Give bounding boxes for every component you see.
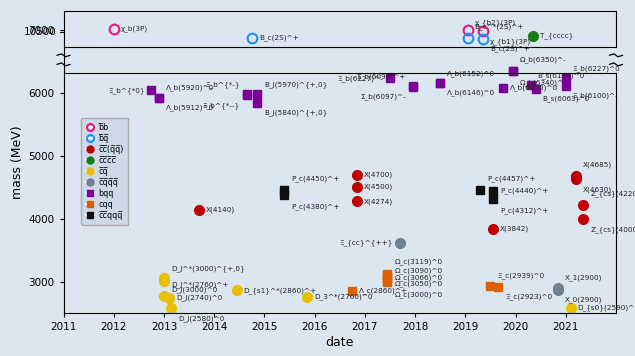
Text: Λ_b(6152)^0: Λ_b(6152)^0 (447, 70, 495, 77)
Text: X(3842): X(3842) (500, 225, 529, 232)
Text: T_{cccc}: T_{cccc} (540, 32, 573, 39)
Text: 10500: 10500 (24, 27, 57, 37)
Text: χ_b(3P): χ_b(3P) (121, 26, 148, 32)
Text: Ξ_b(6227)^-: Ξ_b(6227)^- (337, 75, 383, 82)
Text: P_c(4312)^+: P_c(4312)^+ (500, 207, 548, 214)
Text: Λ_b(6070)^0: Λ_b(6070)^0 (510, 85, 558, 91)
Text: B_c(2S)^+: B_c(2S)^+ (490, 45, 530, 52)
Y-axis label: mass (MeV): mass (MeV) (11, 125, 24, 199)
Text: Σ_b(6097)^+: Σ_b(6097)^+ (356, 73, 406, 80)
Text: Ω_b(6340)^-: Ω_b(6340)^- (520, 79, 566, 86)
Text: P_c(4380)^+: P_c(4380)^+ (291, 203, 340, 210)
Text: Z_{cs}(4220)^+: Z_{cs}(4220)^+ (591, 190, 635, 197)
Text: Ξ_b^{*-}: Ξ_b^{*-} (205, 81, 240, 88)
Text: X_0(2900): X_0(2900) (565, 297, 603, 303)
Text: Λ_c(2860)^+: Λ_c(2860)^+ (359, 287, 408, 294)
Text: X(4140): X(4140) (206, 206, 235, 213)
Text: Ω_c(3090)^0: Ω_c(3090)^0 (394, 267, 443, 274)
Text: χ_{b2}(3P): χ_{b2}(3P) (475, 20, 516, 26)
Text: B_J(5840)^{+,0}: B_J(5840)^{+,0} (264, 109, 327, 116)
Text: Ξ_b(6100)^-: Ξ_b(6100)^- (573, 93, 618, 99)
Text: P_c(4450)^+: P_c(4450)^+ (291, 176, 340, 183)
Text: B_s(6114)^0: B_s(6114)^0 (537, 72, 585, 79)
Text: Ξ_c(2923)^0: Ξ_c(2923)^0 (505, 293, 552, 300)
Text: Ξ_c(2939)^0: Ξ_c(2939)^0 (497, 272, 544, 279)
Text: X(4500): X(4500) (364, 184, 393, 190)
Text: D_3^*(2760)^0: D_3^*(2760)^0 (314, 293, 373, 300)
Text: Λ_b(5920)^0: Λ_b(5920)^0 (166, 84, 214, 91)
Text: Ω_b(6350)^-: Ω_b(6350)^- (520, 56, 566, 63)
Text: X(4630): X(4630) (583, 187, 612, 193)
Text: Ω_c(3050)^0: Ω_c(3050)^0 (394, 281, 443, 288)
Text: B_J(5970)^{+,0}: B_J(5970)^{+,0} (264, 82, 327, 88)
Text: B_c^*(2S)^+: B_c^*(2S)^+ (475, 23, 525, 30)
Text: X(4274): X(4274) (364, 198, 393, 205)
Text: D_J^*(3000)^{+,0}: D_J^*(3000)^{+,0} (171, 265, 244, 272)
Text: Ξ_b(6227)^0: Ξ_b(6227)^0 (573, 65, 620, 72)
Text: X(4700): X(4700) (364, 171, 393, 178)
X-axis label: date: date (326, 336, 354, 350)
Text: X_1(2900): X_1(2900) (565, 275, 603, 282)
Text: B_c(2S)^+: B_c(2S)^+ (259, 34, 298, 41)
Text: X(4685): X(4685) (583, 161, 612, 168)
Text: D_{s1}^*(2860)^+: D_{s1}^*(2860)^+ (244, 287, 317, 294)
Text: B_s(6063)^0: B_s(6063)^0 (542, 95, 590, 102)
Legend: b̅b, b̅q̅, c̅c̅(q̅q̅), c̅c̅c̅c̅, c̅q̅, c̅q̅q̅q̅, bqq, cqq, c̅c̅qqq̅: b̅b, b̅q̅, c̅c̅(q̅q̅), c̅c̅c̅c̅, c̅q̅, c… (81, 118, 128, 225)
Text: Ξ_b^{*--}: Ξ_b^{*--} (203, 102, 240, 109)
Text: D_J^*(2760)^+: D_J^*(2760)^+ (171, 282, 229, 288)
Text: P_c(4440)^+: P_c(4440)^+ (500, 188, 548, 194)
Text: D_J(3000)^0: D_J(3000)^0 (171, 287, 217, 293)
Text: D_J(2740)^0: D_J(2740)^0 (176, 294, 222, 301)
Text: D_{s0}(2590)^+: D_{s0}(2590)^+ (578, 304, 635, 311)
Text: Ξ_b^{*0}: Ξ_b^{*0} (108, 87, 144, 94)
Text: Λ_b(5912)^0: Λ_b(5912)^0 (166, 104, 214, 111)
Text: Ω_c(3119)^0: Ω_c(3119)^0 (394, 258, 443, 265)
Text: Z_{cs}(4000)^+: Z_{cs}(4000)^+ (591, 226, 635, 233)
Text: D_J(2580)^0: D_J(2580)^0 (178, 315, 225, 322)
Text: Ω_c(3066)^0: Ω_c(3066)^0 (394, 274, 443, 281)
Text: P_c(4457)^+: P_c(4457)^+ (487, 176, 536, 182)
Text: χ_{b1}(3P): χ_{b1}(3P) (490, 38, 531, 44)
Text: Σ_b(6097)^-: Σ_b(6097)^- (360, 93, 406, 100)
Text: Ω_c(3000)^0: Ω_c(3000)^0 (394, 291, 443, 298)
Text: Λ_b(6146)^0: Λ_b(6146)^0 (447, 90, 495, 96)
Text: Ξ_{cc}^{++}: Ξ_{cc}^{++} (340, 239, 393, 246)
